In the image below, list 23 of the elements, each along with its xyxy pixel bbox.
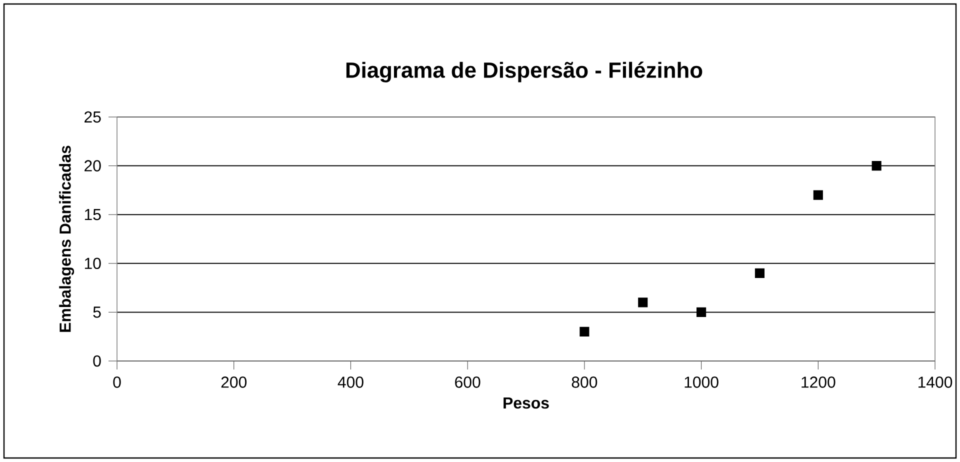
point xyxy=(696,307,706,317)
x-tick-label: 1200 xyxy=(802,376,836,388)
x-tick-label: 400 xyxy=(338,376,364,388)
y-tick-label: 15 xyxy=(84,209,101,220)
point xyxy=(813,190,823,200)
point xyxy=(754,268,765,278)
y-tick-label: 5 xyxy=(93,306,101,318)
y-axis-title: Embalagens Danificadas xyxy=(59,146,74,332)
y-tick-label: 20 xyxy=(84,160,101,172)
y-tick-label: 25 xyxy=(84,111,101,123)
x-tick-label: 800 xyxy=(572,376,598,388)
x-axis-title: Pesos xyxy=(504,398,549,409)
y-tick-label: 10 xyxy=(84,258,101,270)
point xyxy=(580,326,590,336)
y-tick-label: 0 xyxy=(93,355,101,367)
x-tick-label: 600 xyxy=(455,376,480,388)
x-tick-label: 1400 xyxy=(918,376,952,388)
x-tick-label: 200 xyxy=(221,376,247,388)
chart-title: Diagrama de Dispersão - Filézinho xyxy=(346,62,702,82)
x-tick-label: 1000 xyxy=(684,376,718,388)
point xyxy=(638,298,648,308)
point xyxy=(872,161,882,171)
x-tick-label: 0 xyxy=(113,376,121,388)
